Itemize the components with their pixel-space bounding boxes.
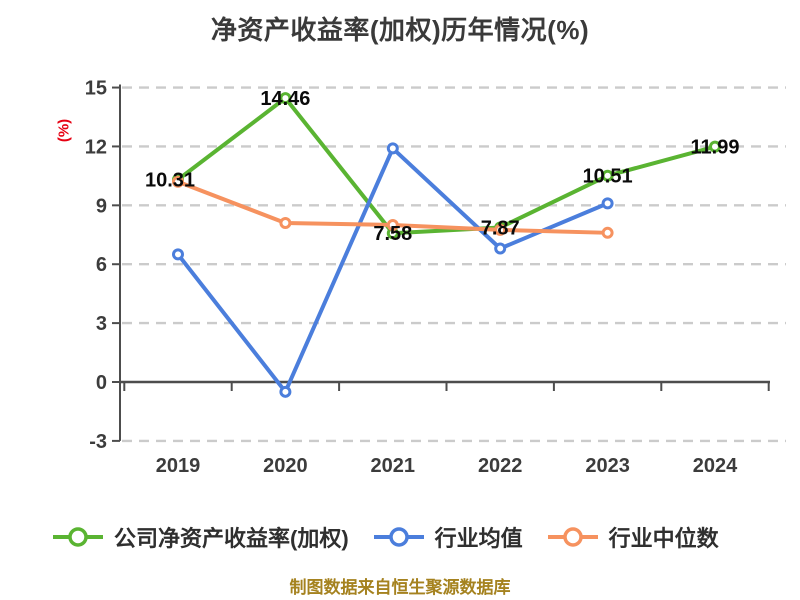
data-point-s0-2024	[709, 140, 721, 153]
data-point-s2-2022	[494, 223, 507, 236]
legend-label: 公司净资产收益率(加权)	[114, 526, 349, 551]
chart-title: 净资产收益率(加权)历年情况(%)	[210, 15, 590, 45]
data-label-2023: 10.51	[583, 166, 633, 188]
x-tick-label: 2020	[263, 455, 308, 477]
series-line-0	[176, 96, 717, 236]
data-point-s1-2021	[386, 142, 399, 155]
y-tick-label: 0	[96, 372, 107, 394]
data-point-s1-2019	[172, 248, 184, 261]
data-label-2021: 7.58	[373, 223, 412, 245]
data-point-s1-2022	[494, 242, 507, 255]
data-label-2024: 11.99	[691, 137, 740, 159]
legend-item-industry-average[interactable]: 行业均值	[373, 521, 523, 553]
x-tick-label: 2021	[371, 455, 416, 477]
data-label-2019: 10.31	[145, 170, 195, 192]
data-point-s1-2023	[601, 197, 614, 210]
x-tick-label: 2023	[585, 455, 630, 477]
y-tick-label: 15	[85, 78, 107, 100]
data-source-note: 制图数据来自恒生聚源数据库	[289, 578, 511, 597]
y-tick-label: 3	[96, 313, 107, 335]
y-axis-unit-label: (%)	[55, 118, 73, 143]
data-point-s2-2021	[386, 218, 399, 231]
data-point-s2-2023	[601, 226, 614, 239]
legend-marker-line-icon	[547, 527, 598, 547]
y-tick-label: 9	[96, 195, 107, 217]
data-point-s0-2023	[601, 169, 614, 182]
legend: 公司净资产收益率(加权) 行业均值 行业中位数	[52, 521, 719, 553]
y-tick-label: 6	[96, 254, 107, 276]
y-tick-label: 12	[85, 136, 107, 158]
x-tick-label: 2022	[478, 455, 523, 477]
data-point-s2-2019	[172, 175, 184, 188]
legend-item-industry-median[interactable]: 行业中位数	[547, 521, 719, 553]
y-tick-label: -3	[89, 431, 107, 453]
legend-label: 行业均值	[434, 526, 523, 551]
data-label-2020: 14.46	[260, 88, 310, 110]
data-label-2022: 7.87	[481, 218, 520, 240]
x-tick-label: 2024	[693, 455, 738, 477]
data-point-s2-2020	[279, 216, 292, 229]
legend-item-company-roe[interactable]: 公司净资产收益率(加权)	[52, 521, 349, 553]
legend-marker-line-icon	[373, 527, 424, 547]
data-point-s0-2020	[279, 92, 292, 105]
x-tick-label: 2019	[156, 455, 201, 477]
legend-marker-line-icon	[53, 527, 103, 547]
legend-label: 行业中位数	[608, 526, 719, 551]
series-line-1	[176, 146, 610, 394]
data-point-s1-2020	[279, 385, 292, 398]
